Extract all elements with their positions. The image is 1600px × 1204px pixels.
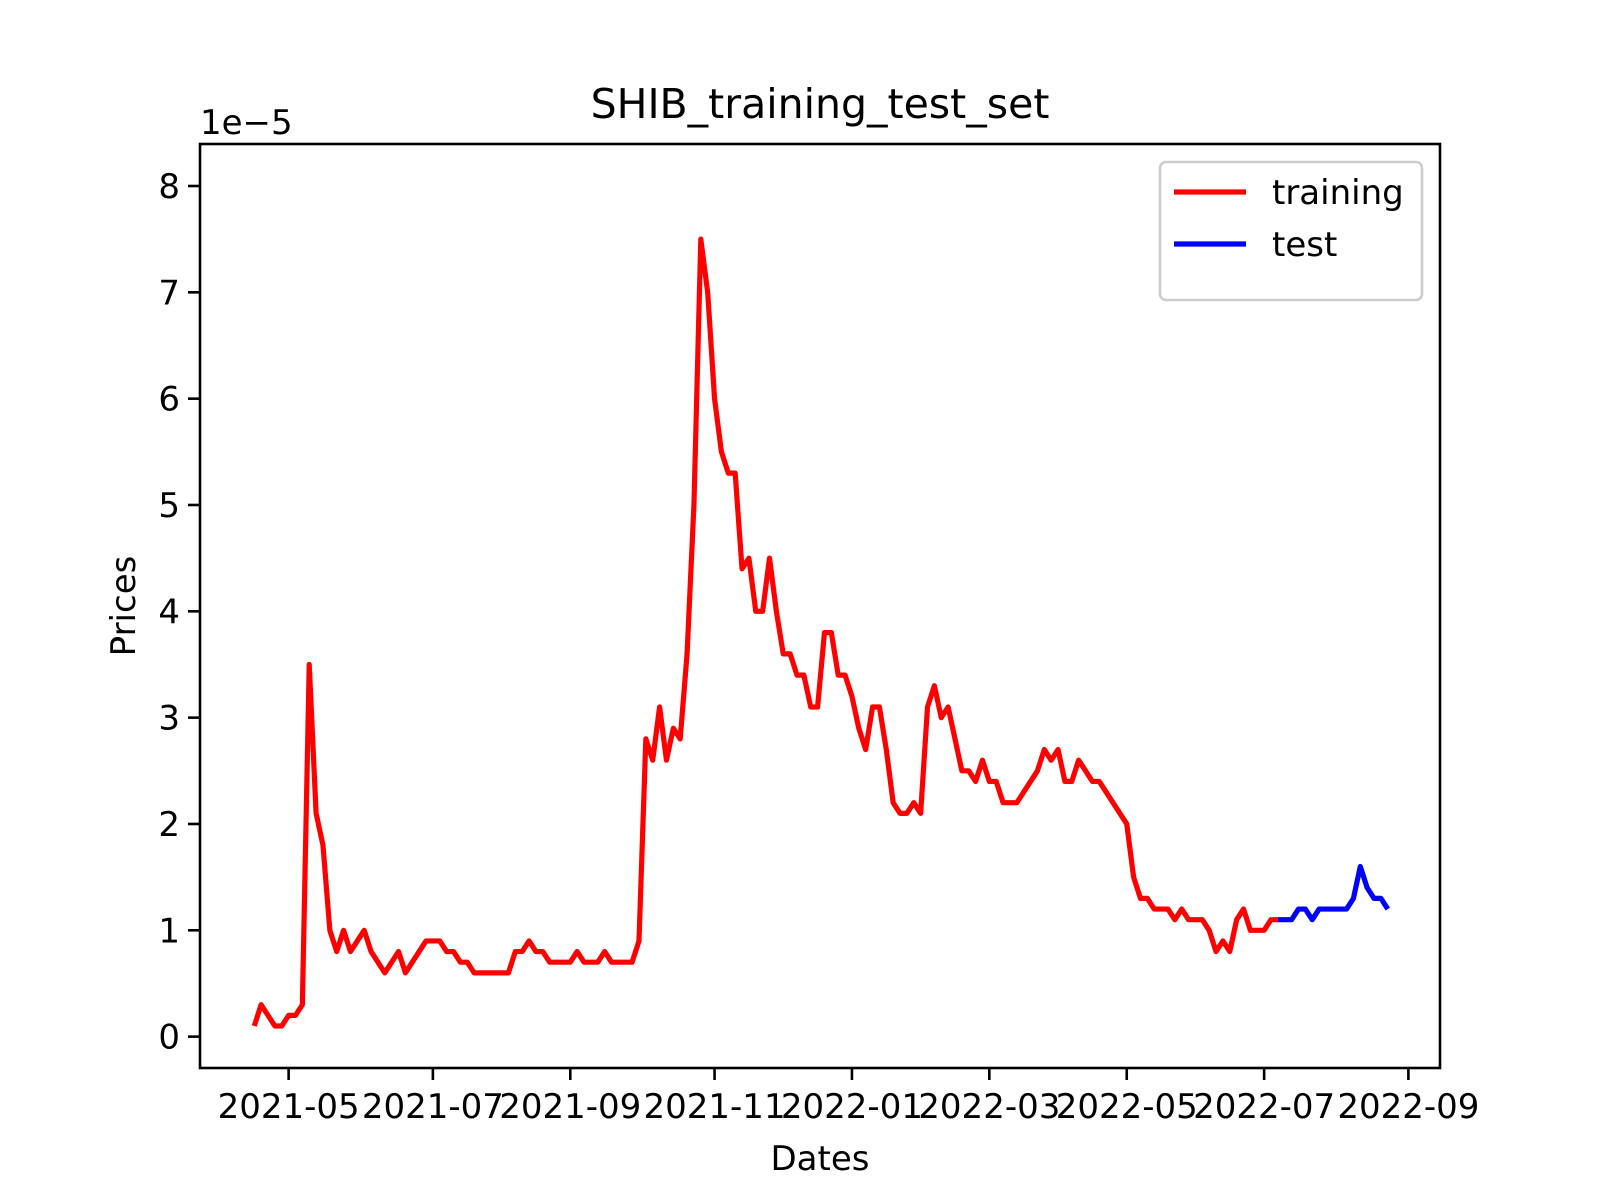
y-tick-label: 3 [158, 699, 180, 739]
y-offset-text: 1e−5 [200, 103, 293, 143]
chart-title: SHIB_training_test_set [591, 80, 1050, 128]
x-tick-label: 2021-11 [644, 1087, 786, 1127]
y-tick-label: 7 [158, 273, 180, 313]
x-tick-label: 2022-01 [781, 1087, 923, 1127]
legend-box [1158, 160, 1424, 302]
y-tick-label: 5 [158, 486, 180, 526]
x-tick-label: 2022-05 [1056, 1087, 1198, 1127]
y-tick-label: 6 [158, 380, 180, 420]
y-tick-label: 1 [158, 911, 180, 951]
x-tick-label: 2022-07 [1193, 1087, 1335, 1127]
legend-label: training [1272, 173, 1404, 213]
x-tick-label: 2022-03 [918, 1087, 1060, 1127]
plot-frame [198, 142, 1442, 1070]
y-tick-label: 4 [158, 592, 180, 632]
y-axis-label: Prices [104, 556, 144, 657]
x-tick-label: 2021-05 [218, 1087, 360, 1127]
x-axis-label: Dates [771, 1139, 870, 1179]
y-tick-label: 8 [158, 167, 180, 207]
series-line [1277, 863, 1390, 923]
x-tick-label: 2021-07 [362, 1087, 504, 1127]
x-tick-label: 2022-09 [1337, 1087, 1479, 1127]
x-tick-label: 2021-09 [499, 1087, 641, 1127]
y-tick-label: 0 [158, 1018, 180, 1058]
legend-label: test [1272, 225, 1337, 265]
y-tick-label: 2 [158, 805, 180, 845]
series-line [251, 236, 1278, 1029]
